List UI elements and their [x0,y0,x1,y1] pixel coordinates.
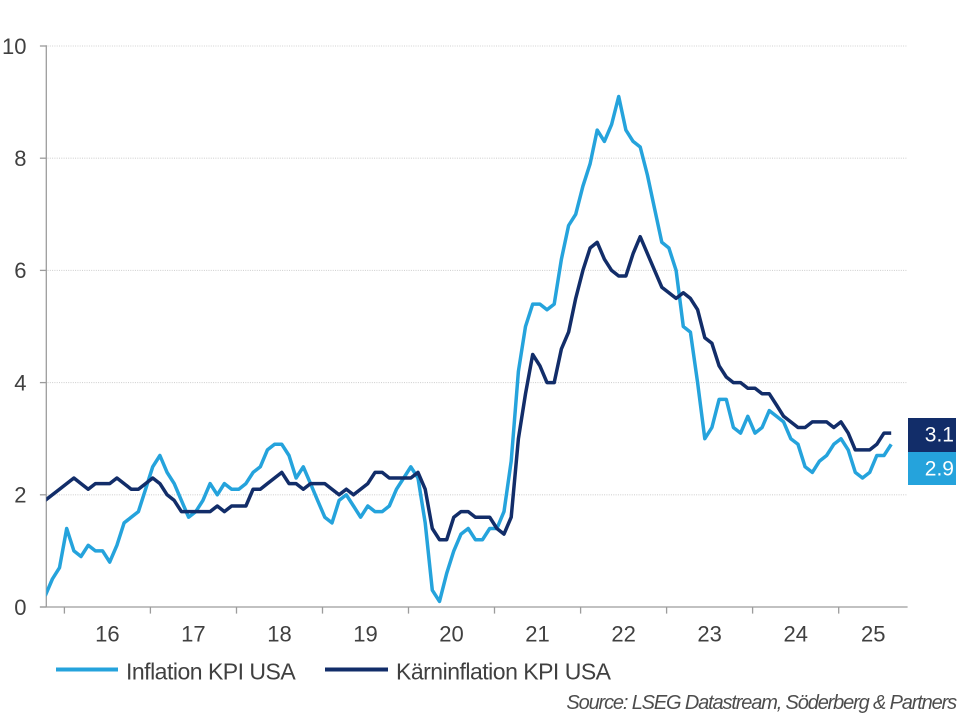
svg-text:10: 10 [2,34,26,59]
svg-text:0: 0 [14,595,26,620]
svg-text:22: 22 [611,622,635,647]
svg-text:2: 2 [14,483,26,508]
svg-text:20: 20 [439,622,463,647]
svg-text:16: 16 [95,622,119,647]
svg-text:18: 18 [267,622,291,647]
svg-text:25: 25 [861,622,885,647]
svg-text:23: 23 [697,622,721,647]
svg-text:3.1: 3.1 [925,424,954,447]
svg-text:4: 4 [14,370,26,395]
svg-text:6: 6 [14,258,26,283]
svg-text:Kärninflation KPI USA: Kärninflation KPI USA [396,659,612,685]
svg-text:2.9: 2.9 [925,458,954,481]
svg-text:24: 24 [783,622,807,647]
svg-text:Source: LSEG Datastream, Söder: Source: LSEG Datastream, Söderberg & Par… [566,692,957,714]
svg-text:17: 17 [181,622,205,647]
svg-text:21: 21 [525,622,549,647]
svg-text:19: 19 [353,622,377,647]
svg-text:Inflation KPI USA: Inflation KPI USA [126,659,296,685]
svg-text:8: 8 [14,146,26,171]
